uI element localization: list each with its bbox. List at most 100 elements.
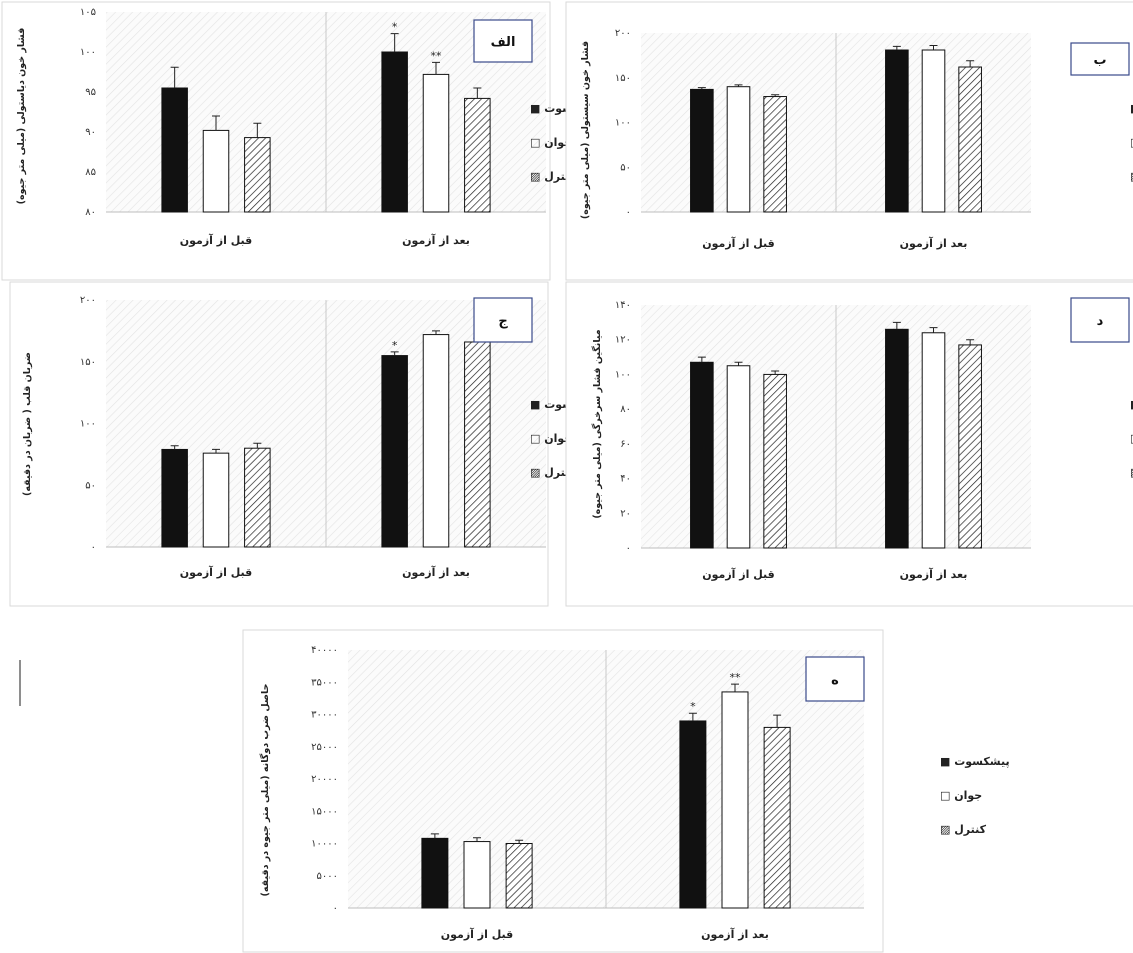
significance-mark: ** bbox=[431, 49, 443, 62]
chart-panel-2: ۰ ۵۰ ۱۰۰ ۱۵۰ ۲۰۰ فشار خون سیستولی (میلی متر ج… bbox=[565, 1, 1133, 281]
panel-label: ج bbox=[498, 314, 508, 329]
y-tick-label: ۲۵۰۰۰ bbox=[311, 742, 338, 753]
bar-control bbox=[244, 447, 271, 548]
error-bar bbox=[212, 448, 220, 454]
category-label: بعد از آزمون bbox=[900, 567, 968, 581]
y-tick-label: ۱۰۰۰۰ bbox=[311, 839, 338, 850]
bar-control bbox=[958, 344, 982, 549]
legend-entry-young: جوان □ bbox=[1130, 136, 1133, 149]
bar-control bbox=[763, 373, 787, 549]
error-bar bbox=[734, 361, 743, 366]
y-tick-label: ۹۵ bbox=[85, 87, 96, 98]
y-axis-label: فشار خون دیاستولی (میلی متر جیوه) bbox=[16, 28, 27, 205]
category-label: قبل از آزمون bbox=[180, 565, 252, 579]
y-tick-label: ۳۵۰۰۰ bbox=[311, 677, 338, 688]
y-tick-label: ۹۰ bbox=[85, 127, 96, 138]
panel-label: د bbox=[1097, 314, 1104, 329]
legend-entry-veteran: پیشکسوت ■ bbox=[1130, 398, 1133, 411]
y-tick-label: ۶۰ bbox=[620, 439, 631, 450]
error-bar bbox=[170, 66, 179, 88]
y-tick-label: ۱۰۰ bbox=[80, 47, 96, 58]
legend-entry-veteran: پیشکسوت ■ bbox=[1130, 102, 1133, 115]
legend-entry-control: کنترل ▨ bbox=[940, 823, 987, 836]
panel-label-box bbox=[805, 656, 865, 702]
error-bar bbox=[966, 339, 975, 345]
y-tick-label: ۸۰ bbox=[620, 404, 631, 415]
error-bar bbox=[771, 94, 780, 97]
y-axis-label: حاصل ضرب دوگانه (میلی متر جیوه در دقیقه) bbox=[259, 684, 271, 897]
bar-young bbox=[463, 841, 491, 909]
error-bar bbox=[688, 712, 697, 721]
y-tick-label: ۰ bbox=[333, 903, 338, 914]
y-tick-label: ۵۰ bbox=[85, 480, 96, 491]
y-tick-label: ۱۰۰ bbox=[615, 118, 631, 129]
panel-label-box bbox=[473, 19, 533, 63]
y-tick-label: ۴۰ bbox=[620, 474, 631, 485]
bar-veteran bbox=[885, 49, 909, 213]
error-bar bbox=[929, 45, 938, 51]
legend-entry-control: کنترل ▨ bbox=[530, 170, 577, 183]
y-tick-label: ۱۰۰ bbox=[615, 369, 631, 380]
error-bar bbox=[432, 330, 440, 335]
error-bar bbox=[929, 327, 938, 333]
bar-veteran bbox=[381, 51, 408, 213]
bar-control bbox=[958, 66, 982, 213]
panel-label: الف bbox=[491, 35, 516, 50]
error-bar bbox=[697, 87, 706, 90]
y-tick-label: ۵۰ bbox=[620, 162, 631, 173]
bar-veteran bbox=[885, 328, 909, 549]
bar-control bbox=[244, 137, 271, 213]
y-tick-label: ۱۲۰ bbox=[615, 335, 631, 346]
error-bar bbox=[697, 356, 706, 363]
y-tick-label: ۱۵۰۰۰ bbox=[311, 806, 338, 817]
y-tick-label: ۱۰۰ bbox=[80, 419, 96, 430]
error-bar bbox=[170, 445, 179, 450]
panel-label: ب bbox=[1093, 53, 1106, 68]
bar-young bbox=[202, 452, 230, 548]
bar-young bbox=[721, 691, 749, 909]
significance-mark: * bbox=[392, 21, 398, 34]
bar-young bbox=[422, 334, 450, 548]
error-bar bbox=[731, 683, 739, 692]
error-bar bbox=[430, 833, 439, 839]
error-bar bbox=[966, 60, 975, 68]
bar-veteran bbox=[690, 88, 714, 213]
bar-veteran bbox=[679, 720, 707, 909]
error-bar bbox=[473, 837, 481, 842]
bar-young bbox=[921, 49, 946, 213]
chart-panel-5: ۰ ۵۰۰۰ ۱۰۰۰۰ ۱۵۰۰۰ ۲۰۰۰۰ ۲۵۰۰۰ ۳۰۰۰۰ ۳۵۰۰۰ ۴۰۰۰۰… bbox=[242, 629, 1010, 953]
bar-young bbox=[422, 73, 450, 213]
error-bar bbox=[212, 115, 220, 131]
error-bar bbox=[771, 370, 780, 375]
category-label: قبل از آزمون bbox=[702, 236, 774, 250]
y-axis-label: ضربان قلب ( ضربان در دقیقه) bbox=[22, 352, 33, 496]
bar-veteran bbox=[690, 361, 714, 549]
legend-entry-young: جوان □ bbox=[1130, 432, 1133, 445]
y-tick-label: ۰ bbox=[626, 543, 631, 554]
error-bar bbox=[892, 45, 901, 51]
y-tick-label: ۲۰۰ bbox=[80, 295, 96, 306]
legend-entry-young: جوان □ bbox=[530, 432, 572, 445]
y-tick-label: ۲۰۰ bbox=[615, 28, 631, 39]
significance-mark: * bbox=[690, 700, 696, 713]
y-tick-label: ۳۰۰۰۰ bbox=[311, 710, 338, 721]
y-tick-label: ۸۵ bbox=[85, 167, 96, 178]
bar-control bbox=[505, 843, 533, 909]
error-bar bbox=[432, 61, 440, 75]
significance-mark: ** bbox=[730, 671, 742, 684]
significance-mark: * bbox=[392, 339, 398, 352]
error-bar bbox=[473, 87, 482, 99]
legend-entry-young: جوان □ bbox=[940, 789, 982, 802]
y-tick-label: ۰ bbox=[91, 542, 96, 553]
y-tick-label: ۵۰۰۰ bbox=[317, 871, 338, 882]
y-tick-label: ۱۰۵ bbox=[80, 7, 96, 18]
category-label: بعد از آزمون bbox=[701, 927, 769, 941]
legend-entry-young: جوان □ bbox=[530, 136, 572, 149]
legend-entry-control: کنترل ▨ bbox=[530, 466, 577, 479]
error-bar bbox=[773, 714, 782, 728]
error-bar bbox=[390, 33, 399, 52]
bar-control bbox=[763, 96, 787, 213]
y-tick-label: ۲۰ bbox=[620, 508, 631, 519]
y-tick-label: ۴۰۰۰۰ bbox=[311, 645, 338, 656]
panel-label: ه bbox=[831, 673, 839, 688]
